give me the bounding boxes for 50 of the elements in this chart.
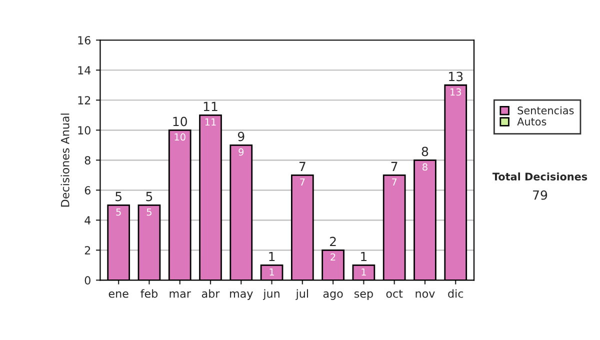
data-label: 7 <box>392 178 397 186</box>
data-label: 7 <box>300 178 305 186</box>
total-label: 8 <box>422 146 428 156</box>
x-tick-label: mar <box>170 291 191 298</box>
total-label: 13 <box>449 72 463 82</box>
data-label: 13 <box>450 88 462 96</box>
total-label: 11 <box>204 102 218 112</box>
data-label: 10 <box>174 133 186 141</box>
total-label: 1 <box>361 252 367 262</box>
y-tick-label: 6 <box>84 186 90 195</box>
total-label: 1 <box>269 252 275 262</box>
y-tick-label: 0 <box>84 276 90 285</box>
total-label: 5 <box>146 192 152 202</box>
x-tick-label: may <box>230 291 253 300</box>
y-tick-label: 8 <box>84 156 90 165</box>
total-label: 7 <box>391 162 398 172</box>
data-label: 5 <box>146 208 152 216</box>
y-tick-label: 14 <box>78 66 91 74</box>
y-tick-label: 12 <box>78 96 90 104</box>
text: Total Decisiones <box>492 172 588 180</box>
total-label: 10 <box>173 116 187 126</box>
x-tick-label: sep <box>354 291 373 300</box>
data-label: 9 <box>238 148 244 156</box>
x-tick-label: jul <box>296 289 308 300</box>
x-tick-label: dic <box>448 289 464 298</box>
data-label: 2 <box>330 253 336 261</box>
x-tick-label: nov <box>416 291 435 298</box>
x-tick-label: ago <box>323 291 343 300</box>
x-tick-label: jun <box>262 289 280 300</box>
y-tick-label: 16 <box>78 36 90 44</box>
y-axis-title: Decisiones Anual <box>60 114 70 207</box>
data-label: 11 <box>205 118 216 126</box>
total-label: 9 <box>238 132 244 142</box>
total-label: 5 <box>116 192 122 202</box>
y-tick-label: 4 <box>84 216 91 224</box>
x-tick-label: ene <box>108 291 128 298</box>
text: 79 <box>533 190 548 200</box>
data-label: 8 <box>422 163 428 171</box>
data-label: 1 <box>362 268 366 276</box>
x-tick-label: abr <box>202 289 220 298</box>
y-tick-label: 2 <box>84 246 90 254</box>
data-label: 5 <box>116 208 121 216</box>
data-label: 1 <box>270 268 274 276</box>
y-tick-label: 10 <box>78 126 90 135</box>
total-label: 2 <box>330 236 336 246</box>
x-tick-label: oct <box>386 290 403 298</box>
legend-label: Autos <box>517 118 546 126</box>
total-label: 7 <box>299 162 306 172</box>
x-tick-label: feb <box>140 289 158 298</box>
legend-label: Sentencias <box>518 106 574 114</box>
